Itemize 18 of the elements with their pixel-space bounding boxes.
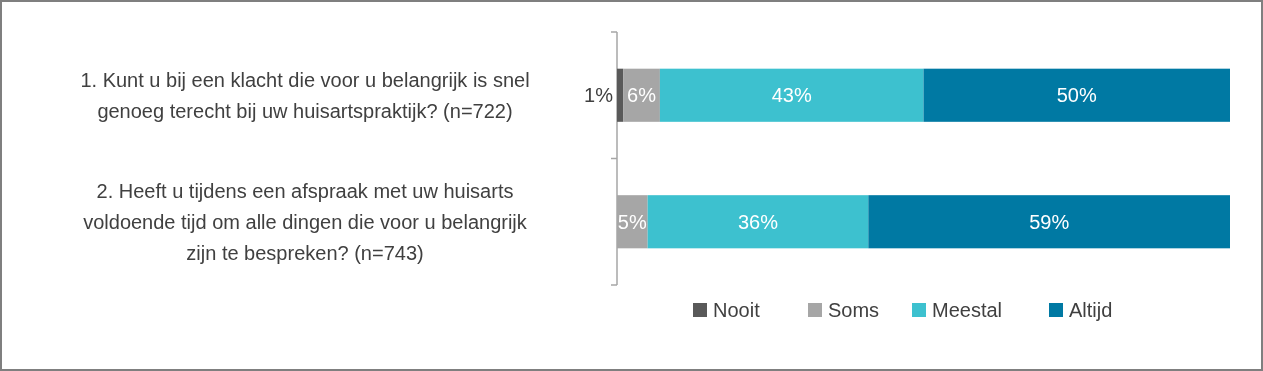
y-tick-label: 2. Heeft u tijdens een afspraak met uw huisarts voldoende tijd om alle dingen die voor u belangrijk zijn te bespreken? (n=743) — [83, 179, 528, 264]
data-label: 50% — [1056, 84, 1097, 107]
bar — [923, 68, 1230, 122]
bar — [617, 68, 624, 122]
legend-label: Altijd — [1069, 299, 1113, 321]
data-label: 36% — [737, 210, 779, 233]
legend-label: Nooit — [713, 299, 761, 321]
bar — [659, 68, 924, 122]
y-tick-label: 1. Kunt u bij een klacht die voor u belangrijk is snel genoeg terecht bij uw huisartspraktijk? (n=722) — [80, 68, 530, 122]
data-label: 6% — [627, 84, 657, 107]
bar — [647, 195, 869, 249]
bar — [868, 195, 1230, 249]
data-label: 1% — [584, 84, 614, 107]
data-label: 59% — [1029, 210, 1070, 233]
data-label: 43% — [771, 84, 812, 107]
legend-label: Meestal — [932, 299, 1003, 321]
legend-label: Soms — [828, 299, 880, 321]
data-label: 5% — [617, 210, 647, 233]
